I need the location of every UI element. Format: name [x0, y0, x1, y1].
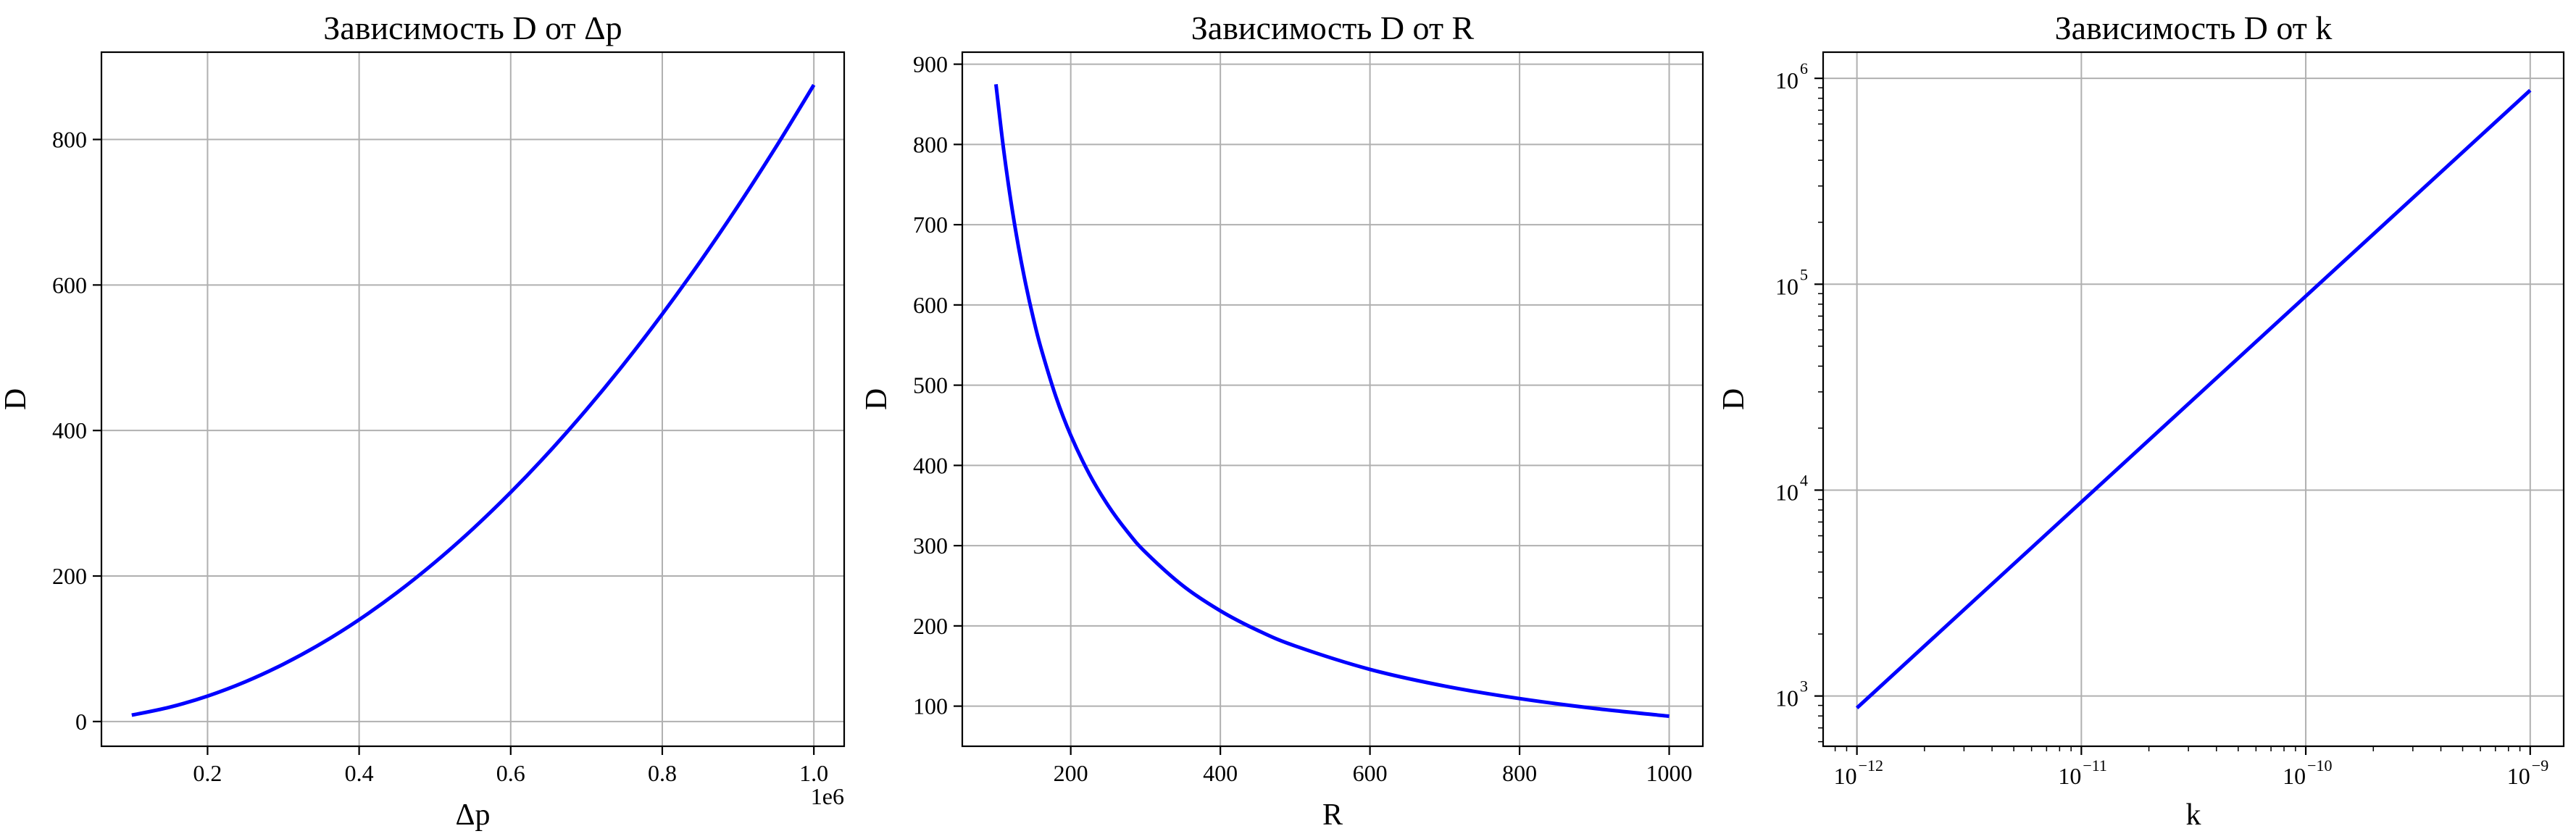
plot-frame [1822, 51, 2565, 748]
y-tick-label: 0 [75, 709, 87, 735]
x-tick-label: 1000 [1646, 760, 1693, 786]
y-axis-label: D [1717, 388, 1751, 410]
y-axis-label: D [860, 388, 893, 410]
y-tick-label: 800 [913, 131, 948, 157]
series-line [131, 83, 816, 717]
x-tick-label: 0.8 [648, 760, 677, 786]
y-tick-label: 500 [913, 372, 948, 398]
x-axis-label: k [2186, 798, 2201, 832]
x-tick-label-exponent: −10 [2307, 756, 2332, 775]
x-tick-label-exponent: −12 [1859, 756, 1883, 775]
x-tick-label: 10 [2507, 763, 2530, 789]
x-tick-label-exponent: −11 [2083, 756, 2107, 775]
y-tick-label: 200 [913, 613, 948, 639]
y-tick-label-exponent: 6 [1800, 59, 1808, 78]
x-tick-label: 10 [2058, 763, 2081, 789]
y-tick-label: 10 [1775, 479, 1798, 505]
plot-frame [100, 51, 846, 748]
subplot-d-vs-dp: 0.2 0.4 0.6 0.8 1.0 0 200 400 600 800 1e6 Зависимос… [0, 9, 846, 832]
y-tick-label: 400 [913, 452, 948, 478]
y-tick-label: 300 [913, 533, 948, 559]
y-tick-label: 10 [1775, 685, 1798, 711]
x-tick-label: 10 [2283, 763, 2306, 789]
y-tick-label: 400 [52, 417, 87, 443]
chart-title: Зависимость D от Δp [323, 9, 622, 46]
series-line [993, 84, 1670, 718]
subplot-d-vs-r: 200 400 600 800 1000 100 200 300 400 500 600 700 800… [860, 9, 1704, 832]
y-tick-label: 900 [913, 51, 948, 78]
y-tick-label: 200 [52, 563, 87, 589]
x-tick-label: 200 [1054, 760, 1088, 786]
series-line [1855, 88, 2532, 709]
y-tick-label-exponent: 3 [1800, 677, 1808, 696]
y-tick-label: 700 [913, 212, 948, 238]
x-axis-offset-text: 1e6 [811, 783, 844, 809]
chart-title: Зависимость D от R [1191, 9, 1475, 46]
x-tick-label: 400 [1203, 760, 1238, 786]
x-tick-label: 0.6 [496, 760, 525, 786]
x-tick-label: 10 [1834, 763, 1857, 789]
x-tick-label: 0.4 [345, 760, 374, 786]
x-axis-label: R [1322, 798, 1343, 832]
y-tick-label: 100 [913, 693, 948, 719]
y-tick-label: 10 [1775, 67, 1798, 93]
x-tick-label: 800 [1502, 760, 1537, 786]
y-tick-label-exponent: 4 [1800, 471, 1808, 489]
x-tick-label: 600 [1353, 760, 1388, 786]
chart-title: Зависимость D от k [2055, 9, 2333, 46]
plot-frame [961, 51, 1704, 748]
x-tick-label: 0.2 [193, 760, 222, 786]
y-axis-label: D [0, 388, 33, 410]
y-tick-label-exponent: 5 [1800, 265, 1808, 283]
y-tick-label: 800 [52, 127, 87, 153]
subplot-d-vs-k: 10 −12 10 −11 10 −10 10 −910 310 410 510 6Зависимос… [1717, 9, 2565, 832]
x-tick-label: 1.0 [799, 760, 828, 786]
y-tick-label: 10 [1775, 273, 1798, 299]
y-tick-label: 600 [913, 292, 948, 318]
x-axis-label: Δp [455, 798, 490, 832]
y-tick-label: 600 [52, 272, 87, 298]
x-tick-label-exponent: −9 [2532, 756, 2548, 775]
